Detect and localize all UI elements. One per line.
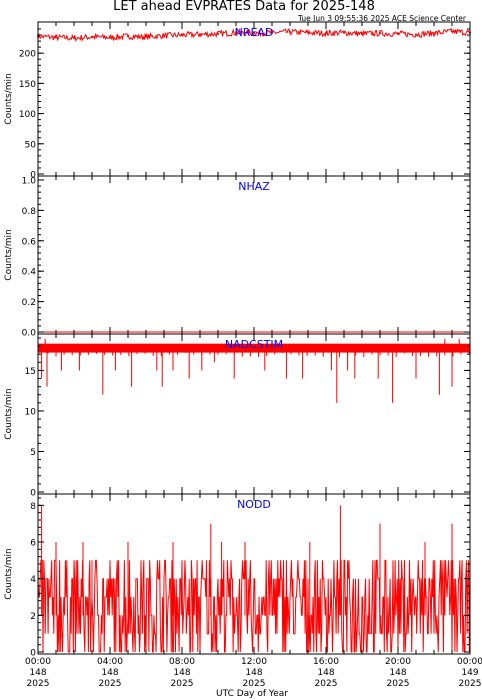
x-tick-label: 2025 (27, 679, 50, 689)
x-tick-label: 04:00 (97, 657, 123, 667)
nread-point (378, 32, 382, 35)
nread-point (126, 35, 130, 38)
panel-title: NHAZ (238, 180, 270, 193)
timestamp: Tue Jun 3 09:55:36 2025 ACE Science Cent… (297, 14, 467, 23)
panel-frame (37, 175, 471, 335)
nread-point (342, 31, 346, 34)
y-tick-label: 0.6 (22, 237, 37, 247)
y-tick-label: 150 (19, 80, 36, 90)
y-axis-label: Counts/min (4, 229, 14, 280)
x-tick-label: 2025 (99, 679, 122, 689)
nread-point (432, 32, 436, 35)
x-tick-label: 148 (317, 668, 334, 678)
y-tick-label: 0.0 (22, 329, 37, 339)
x-tick-labels: 00:00148202504:00148202508:00148202512:0… (25, 657, 482, 689)
nread-point (288, 30, 292, 34)
nread-point (234, 31, 238, 34)
x-tick-label: 148 (101, 668, 118, 678)
y-tick-label: 1.0 (22, 177, 37, 187)
panel-nadcstim: 0 5 10 15 Counts/min NADCSTIM (4, 333, 471, 499)
nread-point (108, 36, 112, 39)
y-tick-label: 200 (19, 50, 36, 60)
x-tick-label: 2025 (315, 679, 338, 689)
y-tick-label: 15 (25, 367, 36, 377)
y-axis-label: Counts/min (4, 73, 14, 124)
y-tick-label: 0 (30, 171, 36, 181)
panel-title: NADCSTIM (225, 338, 283, 351)
y-tick-label: 0 (30, 649, 36, 659)
x-axis-label: UTC Day of Year (216, 689, 288, 699)
series-nadcstim (38, 338, 470, 403)
x-tick-label: 148 (245, 668, 262, 678)
y-tick-label: 2 (30, 612, 36, 622)
figure-title: LET ahead EVPRATES Data for 2025-148 (113, 0, 375, 14)
nread-point (198, 33, 202, 36)
panel-nread: 0 50 100 150 200 Counts/min NREAD (4, 21, 472, 181)
nread-point (414, 33, 418, 36)
y-tick-label: 50 (25, 140, 37, 150)
panel-title: NREAD (235, 26, 274, 39)
y-tick-label: 10 (25, 407, 37, 417)
nread-point (162, 34, 166, 37)
y-axis-label: Counts/min (4, 388, 14, 439)
y-tick-label: 100 (19, 110, 36, 120)
x-tick-label: 2025 (243, 679, 266, 689)
nread-point (144, 35, 148, 38)
panel-nodd: 0 2 4 6 8 Counts/min NODD (4, 493, 471, 659)
x-tick-label: 148 (389, 668, 406, 678)
nread-point (306, 31, 310, 34)
x-tick-label: 148 (173, 668, 190, 678)
panels-group: 050100150200Counts/minNREAD0.00.20.40.60… (4, 21, 482, 689)
x-tick-label: 148 (29, 668, 46, 678)
nodd-line (37, 559, 471, 653)
nadcstim-band (38, 343, 470, 353)
nread-point (396, 32, 400, 35)
nread-point (324, 32, 328, 35)
x-tick-label: 2025 (387, 679, 410, 689)
y-axis-label: Counts/min (4, 548, 14, 599)
y-tick-label: 0.4 (22, 268, 37, 278)
nread-point (270, 31, 274, 34)
nread-point (216, 32, 220, 35)
panel-title: NODD (237, 498, 271, 511)
y-tick-label: 0 (30, 489, 36, 499)
x-tick-label: 08:00 (169, 657, 195, 667)
y-tick-label: 5 (30, 448, 36, 458)
nread-point (360, 32, 364, 35)
nread-point (252, 32, 256, 35)
x-tick-label: 00:00 (457, 657, 482, 667)
y-tick-label: 0.8 (22, 207, 37, 217)
panel-frame (37, 21, 471, 177)
nread-point (90, 35, 94, 38)
series-nodd (37, 505, 471, 653)
nread-point (72, 36, 76, 40)
x-tick-label: 16:00 (313, 657, 339, 667)
x-tick-label: 12:00 (241, 657, 267, 667)
y-tick-label: 6 (30, 539, 36, 549)
nread-point (450, 30, 454, 33)
x-tick-label: 20:00 (385, 657, 411, 667)
x-tick-label: 2025 (459, 679, 482, 689)
x-tick-label: 149 (461, 668, 478, 678)
nread-point (54, 36, 58, 39)
y-tick-label: 8 (30, 502, 36, 512)
nread-point (180, 33, 184, 37)
x-tick-label: 2025 (171, 679, 194, 689)
x-tick-label: 00:00 (25, 657, 51, 667)
y-tick-label: 0.2 (22, 298, 36, 308)
y-tick-label: 4 (30, 575, 36, 585)
panel-nhaz: 0.0 0.2 0.4 0.6 0.8 1.0 Counts/min NHAZ (4, 175, 471, 339)
